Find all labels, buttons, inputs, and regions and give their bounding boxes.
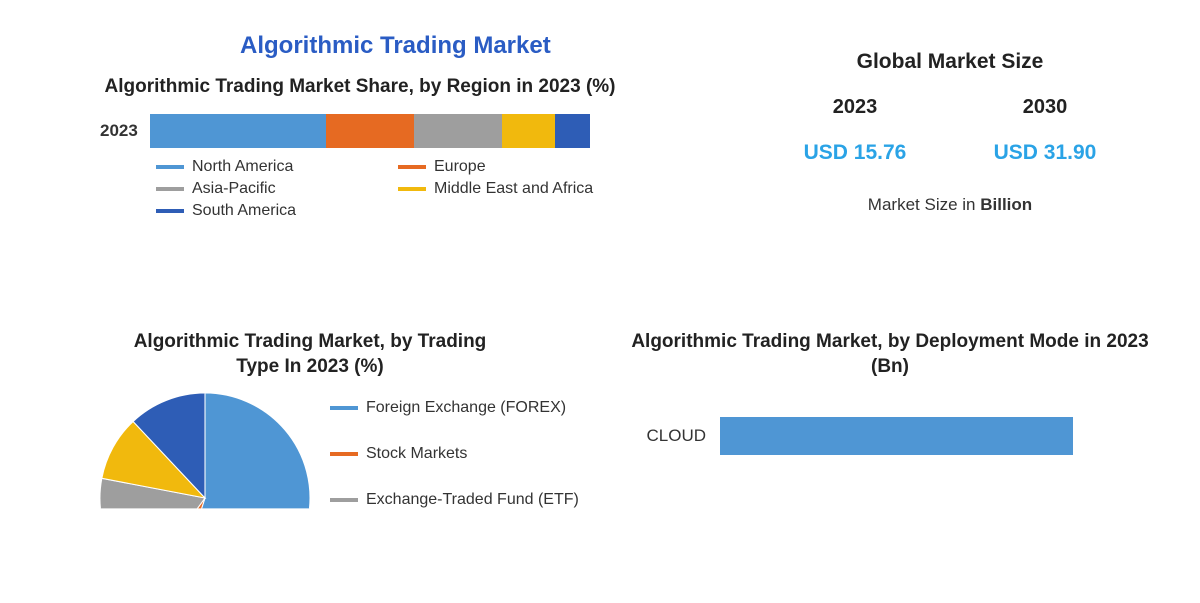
- region-legend: North America Europe Asia-Pacific Middle Ea…: [156, 158, 620, 220]
- pie-legend-label-0: Foreign Exchange (FOREX): [366, 399, 566, 417]
- legend-swatch-icon: [398, 165, 426, 169]
- region-legend-item-2: Asia-Pacific: [156, 180, 378, 198]
- pie-legend-label-2: Exchange-Traded Fund (ETF): [366, 491, 579, 509]
- legend-swatch-icon: [330, 498, 358, 502]
- region-seg-4: [555, 114, 590, 148]
- region-seg-2: [414, 114, 502, 148]
- legend-swatch-icon: [330, 406, 358, 410]
- deployment-bar-chart: Algorithmic Trading Market, by Deploymen…: [630, 330, 1150, 455]
- deployment-label-0: CLOUD: [630, 426, 720, 446]
- region-seg-0: [150, 114, 326, 148]
- deployment-bar-area: [720, 417, 1150, 455]
- gms-unit-label: Market Size in Billion: [760, 195, 1140, 215]
- legend-swatch-icon: [398, 187, 426, 191]
- pie-legend-item-2: Exchange-Traded Fund (ETF): [330, 491, 579, 509]
- legend-swatch-icon: [330, 452, 358, 456]
- deployment-row-0: CLOUD: [630, 417, 1150, 455]
- pie-legend: Foreign Exchange (FOREX) Stock Markets Exc…: [330, 399, 579, 509]
- pie-slice-1: [143, 498, 205, 598]
- region-legend-label-0: North America: [192, 158, 293, 176]
- region-stacked-bar: [150, 114, 590, 148]
- region-legend-item-1: Europe: [398, 158, 620, 176]
- deployment-bar-0: [720, 417, 1073, 455]
- region-share-chart: Algorithmic Trading Market Share, by Reg…: [100, 75, 620, 220]
- region-legend-label-3: Middle East and Africa: [434, 180, 593, 198]
- pie-chart-title: Algorithmic Trading Market, by Trading T…: [120, 330, 500, 379]
- gms-unit-prefix: Market Size in: [868, 195, 980, 214]
- pie-legend-label-1: Stock Markets: [366, 445, 467, 463]
- region-seg-1: [326, 114, 414, 148]
- pie-legend-item-1: Stock Markets: [330, 445, 579, 463]
- legend-swatch-icon: [156, 209, 184, 213]
- gms-values-row: USD 15.76 USD 31.90: [760, 141, 1140, 165]
- gms-years-row: 2023 2030: [760, 96, 1140, 119]
- deployment-chart-body: CLOUD: [630, 417, 1150, 455]
- region-chart-title: Algorithmic Trading Market Share, by Reg…: [100, 75, 620, 100]
- gms-title: Global Market Size: [760, 50, 1140, 74]
- trading-type-pie-chart: Algorithmic Trading Market, by Trading T…: [100, 330, 660, 603]
- legend-swatch-icon: [156, 187, 184, 191]
- region-legend-label-4: South America: [192, 202, 296, 220]
- gms-year-1: 2030: [1023, 96, 1068, 119]
- gms-value-1: USD 31.90: [994, 141, 1097, 165]
- region-legend-item-4: South America: [156, 202, 378, 220]
- region-bar-row: 2023: [100, 114, 620, 148]
- legend-swatch-icon: [156, 165, 184, 169]
- gms-year-0: 2023: [833, 96, 878, 119]
- pie-svg: [100, 393, 310, 603]
- region-legend-item-0: North America: [156, 158, 378, 176]
- deployment-chart-title: Algorithmic Trading Market, by Deploymen…: [630, 330, 1150, 379]
- region-legend-label-1: Europe: [434, 158, 486, 176]
- page-title: Algorithmic Trading Market: [240, 32, 551, 60]
- gms-value-0: USD 15.76: [804, 141, 907, 165]
- pie-legend-item-0: Foreign Exchange (FOREX): [330, 399, 579, 417]
- pie-chart-body: Foreign Exchange (FOREX) Stock Markets Exc…: [100, 393, 660, 603]
- region-legend-item-3: Middle East and Africa: [398, 180, 620, 198]
- region-seg-3: [502, 114, 555, 148]
- region-year-label: 2023: [100, 121, 150, 141]
- region-legend-label-2: Asia-Pacific: [192, 180, 276, 198]
- global-market-size-panel: Global Market Size 2023 2030 USD 15.76 U…: [760, 50, 1140, 215]
- gms-unit-bold: Billion: [980, 195, 1032, 214]
